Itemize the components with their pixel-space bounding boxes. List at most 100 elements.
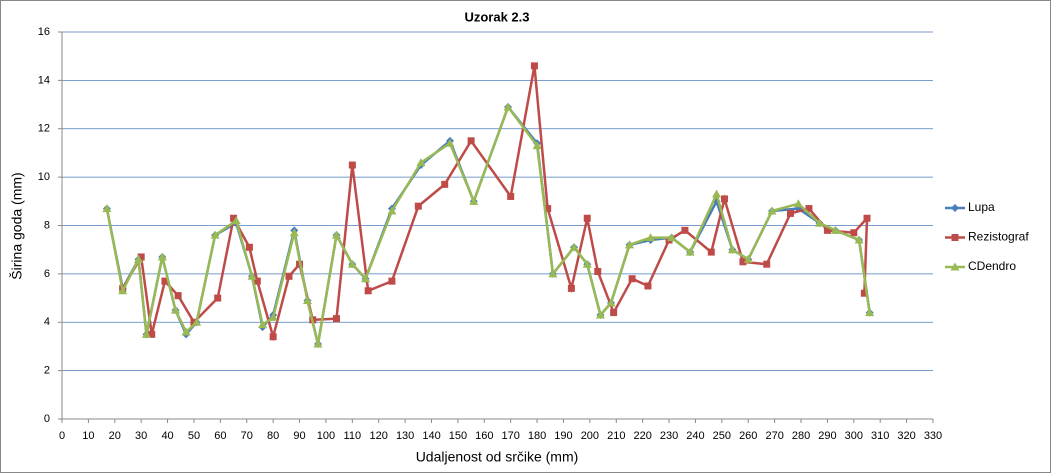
x-tick-label: 0 (59, 430, 65, 442)
y-tick-label: 0 (44, 413, 50, 425)
y-tick-label: 10 (38, 171, 50, 183)
marker (951, 204, 959, 212)
x-tick-label: 200 (581, 430, 599, 442)
marker (253, 277, 261, 285)
x-tick-label: 320 (897, 430, 915, 442)
legend-label: Lupa (968, 200, 995, 214)
x-tick-label: 210 (607, 430, 625, 442)
marker (865, 308, 875, 317)
marker (644, 282, 652, 290)
marker (102, 204, 112, 213)
y-tick-label: 14 (38, 74, 50, 86)
x-tick-label: 130 (396, 430, 414, 442)
marker (712, 189, 722, 198)
y-tick-label: 16 (38, 26, 50, 38)
marker (950, 262, 960, 271)
marker (532, 141, 542, 150)
x-axis-label: Udaljenost od srčike (mm) (416, 449, 579, 465)
x-tick-label: 220 (633, 430, 651, 442)
marker (192, 317, 202, 326)
x-tick-label: 20 (109, 430, 121, 442)
marker (231, 216, 241, 225)
x-tick-label: 70 (241, 430, 253, 442)
marker (594, 267, 602, 275)
marker (793, 199, 803, 208)
marker (503, 102, 513, 111)
y-tick-label: 6 (44, 268, 50, 280)
marker (685, 247, 695, 256)
marker (667, 233, 677, 242)
marker (134, 254, 144, 263)
y-axis-label: Širina goda (mm) (9, 172, 25, 279)
marker (786, 209, 794, 217)
marker (823, 226, 831, 234)
marker (441, 180, 449, 188)
y-tick-label: 12 (38, 123, 50, 135)
marker (850, 229, 858, 237)
x-tick-label: 50 (188, 430, 200, 442)
marker (247, 271, 257, 280)
x-tick-label: 170 (502, 430, 520, 442)
marker (414, 202, 422, 210)
marker (569, 242, 579, 251)
x-tick-label: 190 (554, 430, 572, 442)
x-tick-label: 30 (135, 430, 147, 442)
marker (582, 259, 592, 268)
marker (332, 315, 340, 323)
marker (269, 333, 277, 341)
marker (285, 272, 293, 280)
marker (610, 309, 618, 317)
x-tick-label: 140 (422, 430, 440, 442)
x-tick-label: 80 (267, 430, 279, 442)
x-tick-label: 230 (660, 430, 678, 442)
marker (388, 277, 396, 285)
marker (720, 195, 728, 203)
marker (583, 214, 591, 222)
marker (230, 214, 238, 222)
marker (161, 277, 169, 285)
marker (245, 243, 253, 251)
x-tick-label: 180 (528, 430, 546, 442)
x-tick-label: 150 (449, 430, 467, 442)
x-tick-label: 160 (475, 430, 493, 442)
marker (854, 235, 864, 244)
marker (141, 329, 151, 338)
x-tick-label: 250 (713, 430, 731, 442)
marker (214, 294, 222, 302)
marker (258, 320, 268, 329)
y-tick-label: 8 (44, 219, 50, 231)
marker (727, 245, 737, 254)
marker (268, 312, 278, 321)
marker (331, 230, 341, 239)
marker (860, 289, 868, 297)
x-tick-label: 260 (739, 430, 757, 442)
marker (364, 287, 372, 295)
marker (387, 206, 397, 215)
marker (606, 298, 616, 307)
marker (348, 161, 356, 169)
marker (830, 225, 840, 234)
chart-title: Uzorak 2.3 (464, 9, 529, 24)
marker (174, 292, 182, 300)
marker (289, 228, 299, 237)
x-tick-label: 100 (317, 430, 335, 442)
marker (190, 318, 198, 326)
marker (624, 240, 634, 249)
x-tick-label: 120 (370, 430, 388, 442)
marker (767, 206, 777, 215)
marker (739, 258, 747, 266)
marker (157, 252, 167, 261)
marker (445, 138, 455, 147)
x-tick-label: 270 (765, 430, 783, 442)
marker (815, 218, 825, 227)
marker (170, 305, 180, 314)
x-tick-label: 330 (924, 430, 942, 442)
marker (469, 196, 479, 205)
marker (681, 226, 689, 234)
marker (530, 62, 538, 70)
x-tick-label: 310 (871, 430, 889, 442)
legend-label: Rezistograf (968, 230, 1029, 244)
marker (118, 286, 128, 295)
